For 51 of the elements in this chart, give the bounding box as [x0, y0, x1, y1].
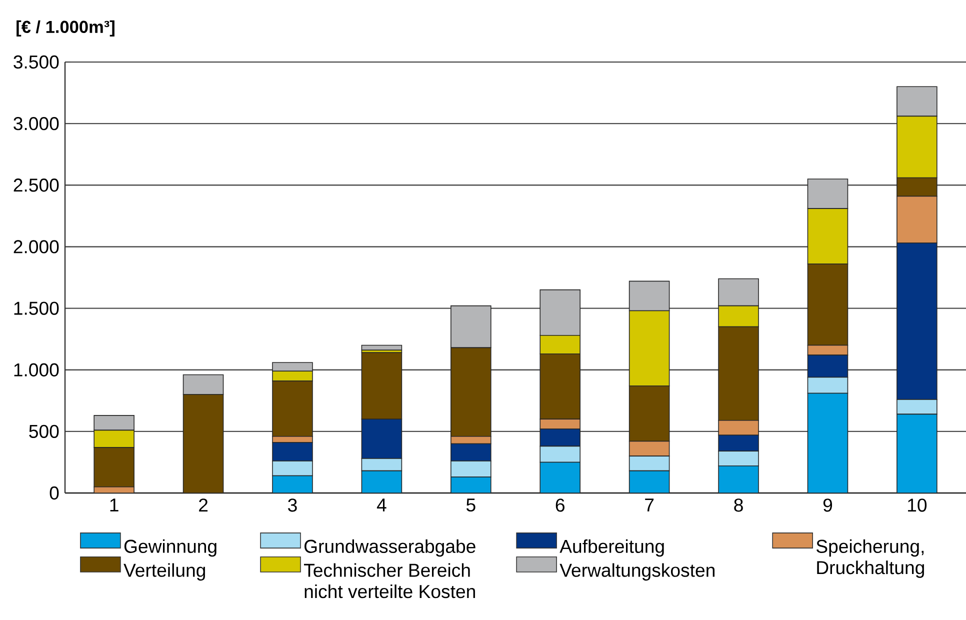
- x-tick-label: 9: [823, 498, 832, 512]
- bar: [896, 177, 938, 197]
- legend-label: Speicherung, Druckhaltung: [816, 539, 924, 578]
- bar: [94, 447, 134, 488]
- bar: [450, 305, 492, 348]
- x-tick-label: 1: [110, 498, 118, 512]
- y-tick-label: 2.500: [14, 178, 59, 192]
- y-tick-label: 3.000: [14, 116, 59, 130]
- bar: [540, 462, 580, 493]
- x-tick-label: 4: [376, 498, 386, 512]
- y-tick-label: 1.500: [14, 302, 59, 315]
- bar: [807, 344, 848, 356]
- bar: [718, 466, 759, 493]
- x-tick-label: 10: [908, 498, 927, 512]
- bar: [272, 475, 313, 493]
- bar: [361, 470, 402, 493]
- bar: [182, 394, 224, 493]
- bar: [361, 352, 402, 420]
- x-tick-label: 3: [288, 498, 297, 512]
- y-tick-label: 1.000: [14, 363, 59, 376]
- bar: [450, 347, 492, 437]
- bar: [896, 414, 938, 493]
- y-tick-label: 500: [29, 424, 59, 438]
- x-tick-label: 7: [645, 498, 654, 512]
- y-axis-title: [€ / 1.000m³]: [16, 20, 114, 36]
- bar: [807, 264, 848, 346]
- x-tick-label: 6: [556, 498, 564, 512]
- bar: [628, 470, 670, 493]
- y-tick-label: 2.000: [14, 240, 59, 254]
- legend-label: Gewinnung: [124, 539, 216, 557]
- x-tick-label: 8: [734, 498, 743, 512]
- legend-label: Grundwasserabgabe: [304, 539, 476, 557]
- bar: [807, 392, 848, 493]
- bar: [628, 440, 670, 456]
- bar: [628, 456, 670, 472]
- legend-label: Verteilung: [124, 563, 206, 581]
- y-tick-label: 0: [50, 486, 59, 500]
- legend-label: Aufbereitung: [560, 539, 664, 557]
- x-tick-label: 5: [466, 498, 476, 512]
- bar: [182, 374, 224, 395]
- y-tick-label: 3.500: [14, 55, 59, 69]
- bar: [718, 420, 759, 436]
- bar: [896, 196, 938, 244]
- legend-label: Verwaltungskosten: [560, 563, 714, 581]
- bar: [450, 476, 492, 493]
- bar: [272, 380, 313, 437]
- bar: [540, 353, 580, 420]
- bar: [628, 385, 670, 442]
- legend-label: Technischer Bereich nicht verteilte Kosten: [304, 563, 475, 598]
- bar: [718, 326, 759, 421]
- x-tick-label: 2: [199, 498, 208, 512]
